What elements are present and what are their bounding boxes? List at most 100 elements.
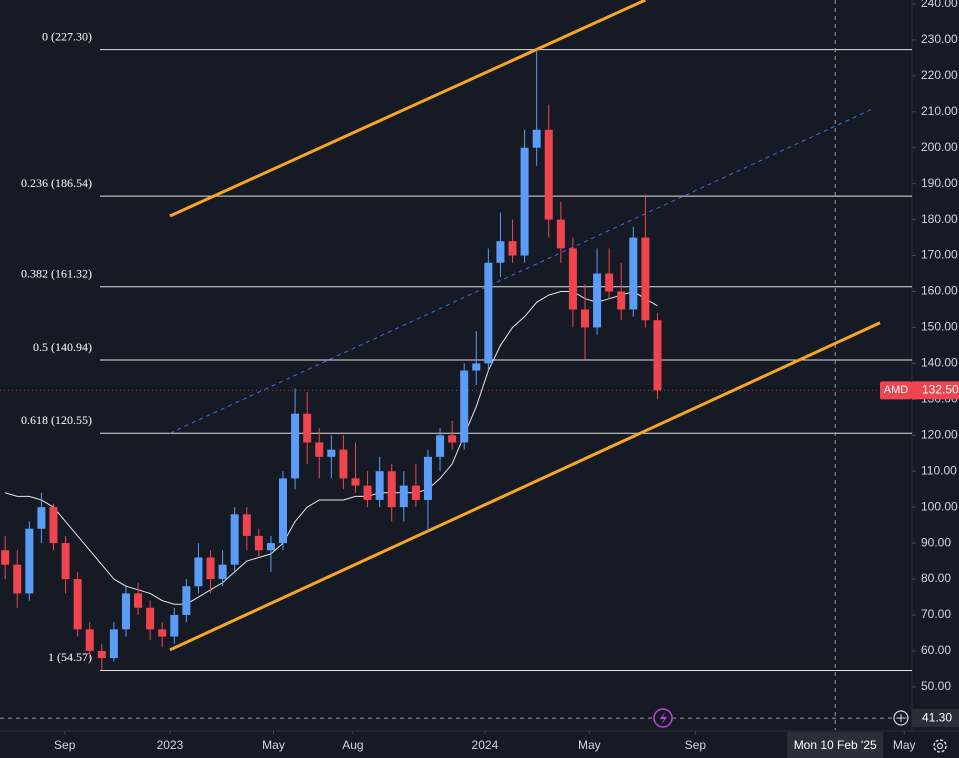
candle-body — [73, 579, 82, 630]
y-tick-label: 160.00 — [921, 284, 958, 298]
candle-body — [327, 449, 336, 457]
y-tick-label: 70.00 — [921, 607, 951, 621]
candle-body — [230, 514, 239, 565]
candle-body — [146, 607, 155, 630]
y-tick-label: 80.00 — [921, 571, 951, 585]
candle-body — [303, 413, 312, 443]
candle-body — [593, 273, 602, 328]
x-tick-label: 2024 — [472, 738, 499, 752]
fib-label: 0.5 (140.94) — [33, 340, 92, 354]
y-tick-label: 110.00 — [921, 463, 957, 477]
trendline — [169, 107, 876, 434]
candle-body — [520, 147, 529, 256]
candle-body — [315, 442, 324, 457]
candle-body — [109, 629, 118, 659]
candle-body — [254, 535, 263, 551]
x-tick-label: Sep — [685, 738, 707, 752]
candle-body — [121, 593, 130, 630]
candle-body — [170, 614, 179, 637]
candle-body — [291, 413, 300, 479]
candle-body — [1, 550, 10, 565]
add-icon[interactable] — [893, 710, 909, 726]
candle-body — [279, 478, 288, 544]
moving-average — [5, 290, 658, 605]
y-tick-label: 90.00 — [921, 535, 951, 549]
y-tick-label: 50.00 — [921, 679, 951, 693]
candle-body — [194, 557, 203, 587]
candle-body — [544, 129, 553, 220]
y-tick-label: 180.00 — [921, 212, 958, 226]
x-tick-label: 2023 — [157, 738, 184, 752]
crosshair-price-box — [912, 709, 959, 728]
fib-label: 0.618 (120.55) — [21, 413, 92, 427]
candle-body — [532, 129, 541, 148]
candle-body — [653, 320, 662, 391]
x-tick-label: May — [262, 738, 285, 752]
y-tick-label: 150.00 — [921, 320, 958, 334]
candle-body — [13, 564, 22, 594]
candle-body — [339, 449, 348, 479]
y-tick-label: 240.00 — [921, 0, 958, 10]
settings-icon[interactable] — [933, 739, 947, 753]
candle-body — [375, 471, 384, 500]
candle-body — [351, 478, 360, 486]
candle-body — [85, 629, 94, 651]
symbol-label: AMD — [884, 384, 909, 396]
crosshair-price-label: 41.30 — [922, 710, 952, 724]
x-tick-label: May — [893, 738, 916, 752]
candle-body — [568, 248, 577, 310]
candle-body — [25, 528, 34, 594]
candle-body — [423, 456, 432, 500]
y-tick-label: 230.00 — [921, 32, 958, 46]
crosshair-date-label: Mon 10 Feb '25 — [794, 738, 877, 752]
y-tick-label: 210.00 — [921, 104, 958, 118]
candle-body — [436, 435, 445, 457]
y-tick-label: 170.00 — [921, 248, 958, 262]
trendline — [169, 321, 881, 652]
fib-label: 0.236 (186.54) — [21, 176, 92, 190]
candle-body — [411, 485, 420, 500]
y-tick-label: 120.00 — [921, 427, 958, 441]
candle-body — [556, 219, 565, 249]
lightning-icon[interactable] — [653, 708, 673, 728]
candle-body — [484, 262, 493, 364]
candle-body — [629, 237, 638, 310]
candle-body — [218, 564, 227, 580]
crosshair-date-box — [787, 732, 884, 758]
candle-body — [472, 363, 481, 371]
candle-body — [605, 273, 614, 292]
candle-body — [641, 237, 650, 321]
candle-body — [617, 291, 626, 310]
last-price-tag — [880, 381, 912, 400]
trendline — [169, 0, 647, 218]
y-tick-label: 220.00 — [921, 68, 958, 82]
candle-body — [508, 241, 517, 256]
candle-body — [448, 435, 457, 443]
candle-body — [266, 543, 275, 551]
fib-label: 1 (54.57) — [48, 650, 92, 664]
y-tick-label: 60.00 — [921, 643, 951, 657]
y-tick-label: 100.00 — [921, 499, 958, 513]
x-tick-label: May — [578, 738, 601, 752]
y-tick-label: 140.00 — [921, 356, 958, 370]
candle-body — [580, 309, 589, 328]
last-price-label: 132.50 — [922, 383, 959, 397]
last-price-box — [912, 381, 959, 400]
candle-body — [242, 514, 251, 536]
candle-body — [363, 485, 372, 500]
candle-body — [206, 557, 215, 580]
y-tick-label: 190.00 — [921, 176, 958, 190]
x-tick-label: Sep — [54, 738, 76, 752]
candle-body — [37, 507, 46, 529]
candle-body — [460, 370, 469, 443]
candle-body — [49, 507, 58, 544]
candle-body — [399, 485, 408, 508]
candle-body — [496, 241, 505, 263]
candle-body — [387, 471, 396, 508]
x-tick-label: Aug — [342, 738, 363, 752]
candle-body — [61, 543, 70, 580]
fib-label: 0 (227.30) — [42, 29, 92, 43]
